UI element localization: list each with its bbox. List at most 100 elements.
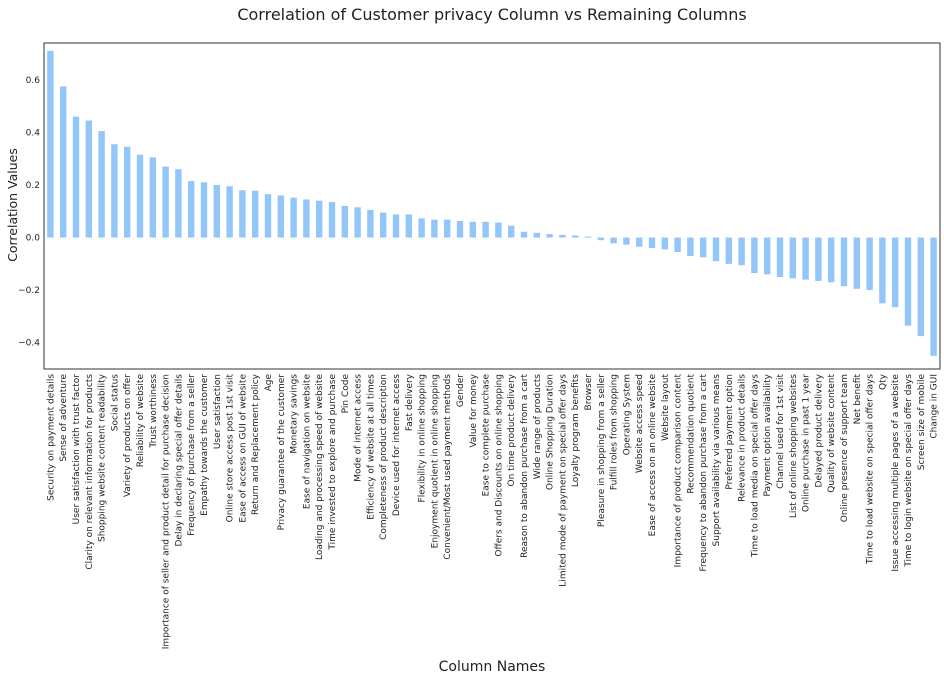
chart-title: Correlation of Customer privacy Column v… (237, 5, 746, 24)
bar-45 (623, 237, 630, 245)
x-tick-label: Channel used for 1st visit (776, 374, 786, 489)
x-tick-label: Importance of seller and product detail … (162, 374, 172, 649)
x-tick-label: Time to load media on special offer days (750, 374, 760, 558)
bar-19 (290, 197, 297, 238)
bar-65 (879, 237, 886, 304)
x-tick-label: Limited mode of payment on special offer… (558, 374, 568, 587)
x-tick-label: Change in GUI (930, 374, 940, 439)
x-tick-label: Browser (584, 374, 594, 411)
x-tick-label: Convenient/Most used payment methods (443, 374, 453, 560)
x-tick-label: Mode of internet access (354, 374, 364, 482)
x-tick-label: Shopping website content readability (98, 373, 108, 542)
bar-39 (546, 234, 553, 238)
bar-15 (239, 190, 246, 238)
x-ticks-group: Security on payment details Sense of adve… (46, 373, 939, 649)
x-tick-label: Security on payment details (46, 374, 56, 501)
x-tick-label: Importance of product comparison content (674, 374, 684, 568)
bar-62 (840, 237, 848, 287)
bar-48 (661, 237, 668, 250)
bar-22 (328, 202, 336, 238)
bar-17 (264, 194, 272, 238)
x-tick-label: Qty (878, 373, 888, 390)
y-tick-label: −0.4 (18, 339, 40, 349)
bar-44 (610, 237, 617, 244)
bar-57 (776, 237, 784, 277)
x-tick-label: Frequency to abandon purchase from a car… (699, 374, 709, 572)
bar-6 (124, 146, 131, 238)
bar-34 (482, 221, 489, 238)
x-tick-label: Pleasure in shopping from a seller (597, 374, 607, 527)
x-tick-label: Online store access post 1st visit (226, 374, 236, 523)
bar-49 (674, 237, 681, 253)
x-tick-label: Gender (456, 374, 466, 407)
bar-42 (584, 236, 592, 238)
x-tick-label: Loyalty program benefits (571, 374, 581, 487)
bar-67 (904, 237, 912, 326)
bar-35 (495, 222, 502, 238)
bar-0 (47, 50, 54, 238)
bar-64 (866, 237, 873, 291)
bar-29 (418, 218, 425, 238)
x-tick-label: Operating System (622, 374, 632, 455)
x-tick-label: Preferred payment option (725, 374, 735, 490)
bar-9 (162, 166, 169, 238)
x-tick-label: Social status (110, 374, 120, 432)
x-tick-label: Recommendation quotient (686, 374, 696, 494)
x-tick-label: Clarity on relevant information for prod… (85, 374, 95, 570)
y-tick-label: −0.2 (18, 286, 40, 296)
bar-10 (175, 169, 182, 238)
x-tick-label: Screen size of mobile (917, 374, 927, 471)
x-tick-label: Quality of website content (827, 374, 837, 493)
bar-47 (648, 237, 656, 249)
x-tick-label: Issue accessing multiple pages of a webs… (891, 374, 901, 572)
bar-52 (712, 237, 720, 262)
bar-55 (751, 237, 758, 274)
x-tick-label: User satisfaction (213, 374, 223, 449)
x-tick-label: Net benefit (853, 374, 863, 425)
bar-56 (764, 237, 771, 275)
x-tick-label: Fast delivery (405, 373, 415, 431)
x-tick-label: Value for money (469, 373, 479, 447)
bar-59 (802, 237, 809, 280)
x-tick-label: Online presence of support team (840, 374, 850, 522)
bar-66 (892, 237, 899, 308)
x-tick-label: Ease of navigation on website (302, 374, 312, 510)
x-tick-label: List of online shopping websites (789, 374, 799, 518)
bar-31 (444, 219, 451, 238)
y-tick-label: 0.0 (26, 234, 41, 244)
bars-group (47, 50, 937, 356)
bar-53 (725, 237, 732, 264)
bar-40 (559, 234, 566, 238)
x-tick-label: Privacy guarantee of the customer (277, 374, 287, 531)
x-tick-label: Return and Replacement policy (251, 373, 261, 515)
x-tick-label: Online Shopping Duration (546, 374, 556, 490)
bar-50 (687, 237, 694, 256)
x-tick-label: Payment option availability (763, 373, 773, 496)
y-ticks-group: −0.4 −0.2 0.0 0.2 0.4 0.6 (18, 76, 40, 349)
bar-54 (738, 237, 745, 266)
bar-23 (341, 206, 348, 238)
x-tick-label: Sense of adventure (59, 374, 69, 462)
bar-28 (405, 214, 412, 238)
bar-14 (226, 186, 233, 238)
x-tick-label: On time product delivery (507, 373, 517, 486)
bar-27 (392, 214, 400, 238)
bar-8 (149, 157, 156, 238)
x-tick-label: Delayed product delivery (814, 373, 824, 487)
x-tick-label: Pin Code (341, 374, 351, 414)
x-tick-label: Time to load website on special offer da… (866, 374, 876, 565)
x-tick-label: Flexibility in online shopping (418, 374, 428, 502)
bar-2 (72, 116, 80, 238)
y-tick-label: 0.4 (26, 128, 41, 138)
x-tick-label: Ease of access on GUI of website (238, 374, 248, 523)
y-axis-label: Correlation Values (5, 148, 20, 262)
bar-4 (98, 131, 105, 238)
bar-24 (354, 207, 361, 238)
bar-36 (508, 225, 515, 238)
bar-25 (367, 209, 374, 238)
bar-3 (85, 120, 92, 238)
x-tick-label: Delay in declaring special offer details (174, 374, 184, 547)
x-tick-label: Variety of products on offer (123, 374, 133, 497)
x-tick-label: Support availability via various means (712, 374, 722, 547)
